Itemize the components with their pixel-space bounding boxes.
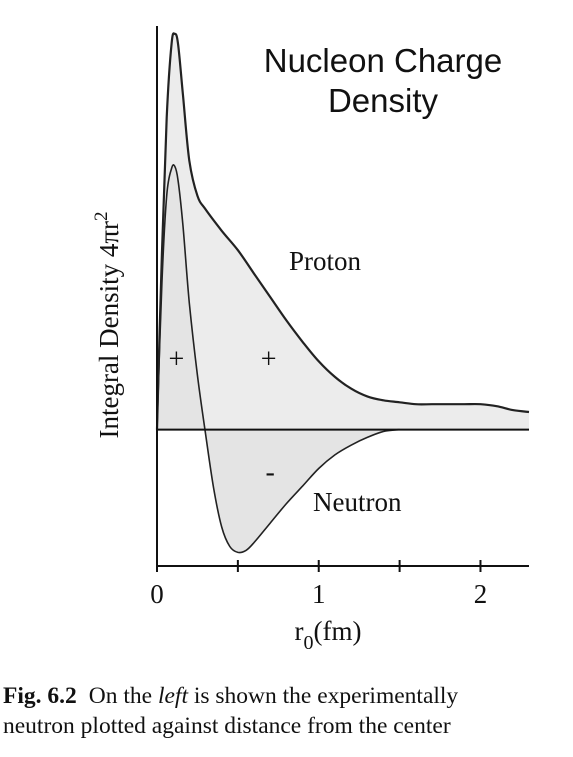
annotation-sign-1: +	[261, 344, 277, 375]
proton-series-label: Proton	[289, 246, 362, 276]
neutron-area	[157, 164, 400, 553]
x-ticks	[156, 560, 482, 572]
neutron-series-label: Neutron	[313, 487, 402, 517]
neutron-curve	[156, 164, 400, 554]
figure-label: Fig. 6.2	[3, 683, 77, 709]
chart-title-line-2: Density	[328, 82, 439, 119]
chart-title-line-1: Nucleon Charge	[264, 42, 502, 79]
x-tick-labels: 0 1 2	[150, 579, 487, 609]
y-axis-label: Integral Density 4πr2	[91, 211, 124, 438]
caption-italic-word: left	[157, 683, 188, 709]
x-tick-label-1: 1	[312, 579, 326, 609]
annotation-sign-0: +	[169, 344, 185, 375]
caption-text-b: is shown the experimentally	[187, 683, 459, 709]
proton-area	[157, 33, 529, 430]
caption-text-a: On the	[88, 683, 158, 709]
caption-line-1: Fig. 6.2 On the left is shown the experim…	[3, 681, 573, 711]
caption-line-2: neutron plotted against distance from th…	[3, 713, 451, 739]
proton-curve	[155, 32, 530, 430]
figure-caption: Fig. 6.2 On the left is shown the experim…	[3, 681, 573, 741]
x-tick-label-0: 0	[150, 579, 164, 609]
x-axis-label: r0(fm)	[295, 616, 362, 654]
charge-density-chart: 0 1 2 + + - Nucleon Charge Density Proton Ne…	[91, 26, 530, 654]
annotation-sign-2: -	[266, 457, 275, 488]
x-tick-label-2: 2	[474, 579, 488, 609]
sign-annotations: + + -	[169, 344, 277, 488]
